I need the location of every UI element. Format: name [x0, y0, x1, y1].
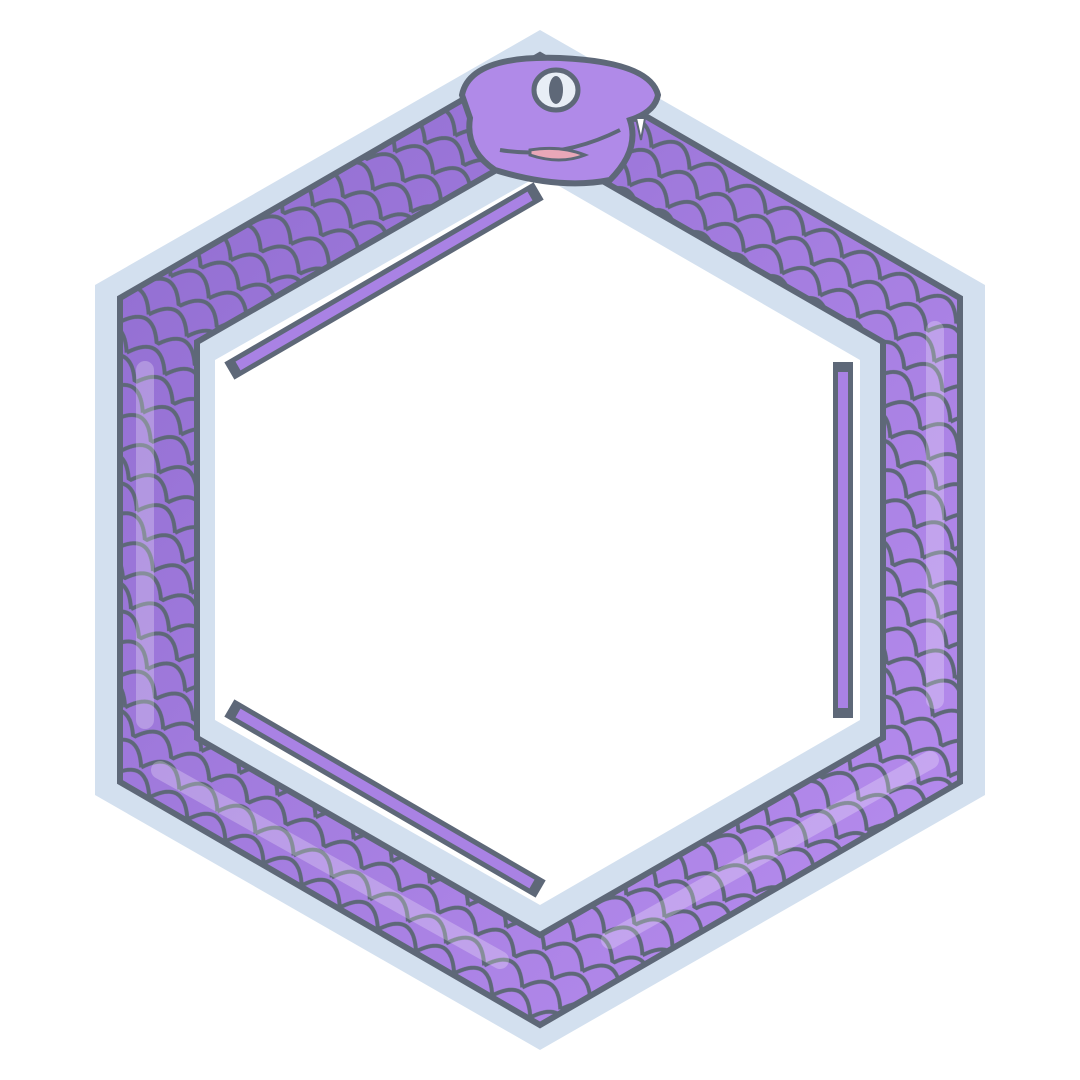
- bond: [235, 708, 535, 889]
- snake-highlight: [136, 321, 944, 969]
- bond: [235, 191, 533, 371]
- snake-head: [458, 54, 662, 187]
- glow: [95, 30, 985, 1050]
